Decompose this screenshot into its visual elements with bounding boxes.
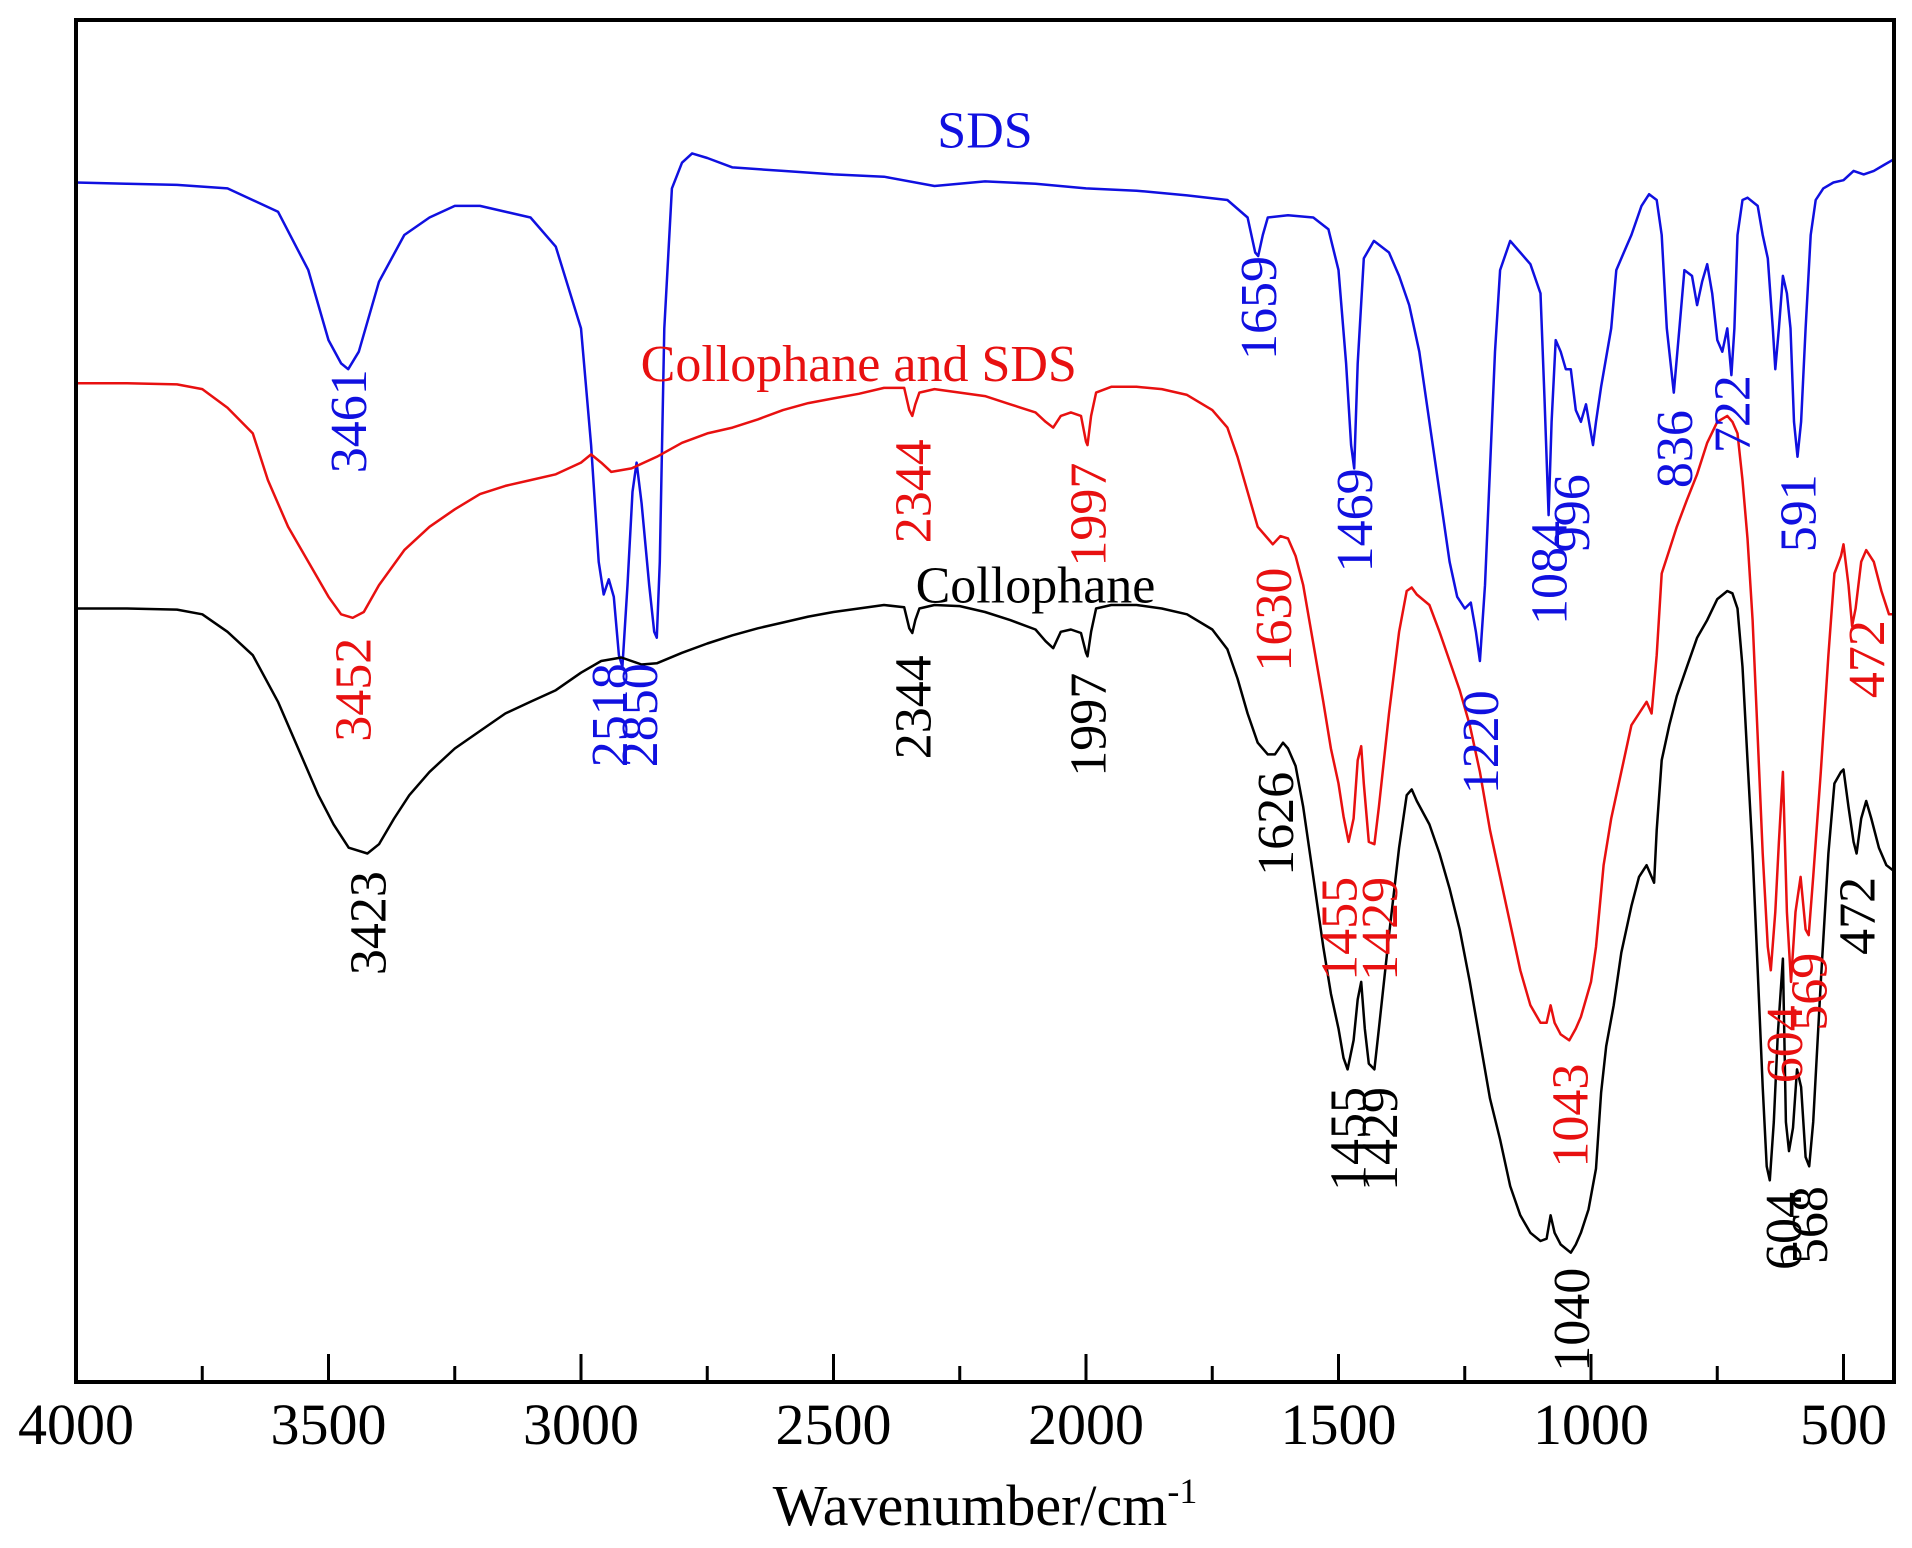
series-label: Collophane (916, 558, 1156, 615)
peak-label: 604 (1757, 1005, 1814, 1083)
x-axis-ticks (74, 1354, 1845, 1382)
peak-label: 1429 (1352, 877, 1409, 981)
peak-label: 1040 (1544, 1268, 1601, 1372)
series-line-sds (75, 152, 1895, 669)
peak-label: 836 (1647, 410, 1704, 488)
x-tick-label: 3000 (523, 1392, 639, 1457)
peak-label: 1997 (1061, 463, 1118, 567)
plot-frame (74, 18, 1896, 1384)
peak-label: 3452 (326, 638, 383, 742)
series-labels: SDS Collophane and SDS Collophane (641, 103, 1156, 615)
peak-label: 1220 (1453, 690, 1510, 794)
series-label: SDS (937, 103, 1032, 160)
x-tick-label: 2000 (1028, 1392, 1144, 1457)
x-axis-title: Wavenumber/cm-1 (773, 1471, 1198, 1538)
x-axis-tick-labels: 4000 3500 3000 2500 2000 1500 1000 500 (18, 1392, 1887, 1457)
peak-label: 1429 (1352, 1087, 1409, 1191)
spectra (75, 152, 1895, 1254)
x-tick-label: 4000 (18, 1392, 134, 1457)
peak-label: 472 (1839, 620, 1896, 698)
peak-label: 3461 (321, 369, 378, 473)
peak-label: 1997 (1061, 673, 1118, 777)
peak-label: 2850 (612, 663, 669, 767)
peak-label: 568 (1782, 1186, 1839, 1264)
series-line-collophane-and-sds (76, 381, 1894, 1042)
peak-label: 1626 (1248, 772, 1305, 876)
peak-label: 996 (1544, 474, 1601, 552)
peak-label: 2344 (885, 439, 942, 543)
peak-label: 1630 (1246, 568, 1303, 672)
peak-label: 2518 (582, 663, 639, 767)
peak-label: 3423 (340, 871, 397, 975)
x-tick-label: 500 (1800, 1392, 1887, 1457)
peak-label: 472 (1830, 877, 1887, 955)
peak-label: 569 (1782, 953, 1839, 1031)
series-line-collophane (76, 589, 1895, 1254)
peak-label: 1659 (1231, 256, 1288, 360)
peak-label: 722 (1704, 375, 1761, 453)
x-tick-label: 1500 (1281, 1392, 1397, 1457)
x-tick-label: 2500 (776, 1392, 892, 1457)
peak-label: 1455 (1312, 877, 1369, 981)
peak-label: 604 (1756, 1192, 1813, 1270)
peak-label: 1469 (1327, 468, 1384, 572)
peak-label: 1455 (1321, 1087, 1378, 1191)
peak-label: 2344 (885, 655, 942, 759)
peak-label: 591 (1771, 474, 1828, 552)
peak-label: 1043 (1542, 1064, 1599, 1168)
x-tick-label: 1000 (1533, 1392, 1649, 1457)
peak-label: 1084 (1522, 521, 1579, 625)
x-tick-label: 3500 (271, 1392, 387, 1457)
series-label: Collophane and SDS (641, 336, 1077, 393)
